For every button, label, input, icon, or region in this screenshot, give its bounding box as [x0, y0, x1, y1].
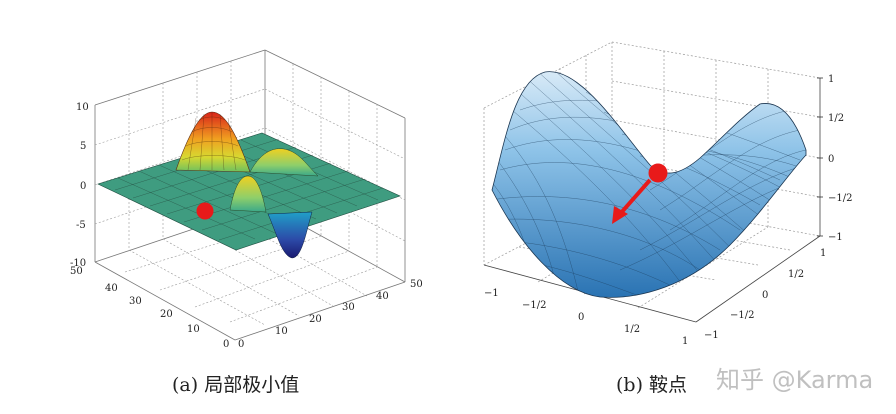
panel-b-z-tick: 0	[828, 154, 834, 165]
panel-b-y-tick: 1/2	[788, 269, 804, 280]
panel-a-caption: (a) 局部极小值	[172, 374, 300, 396]
panel-b-x-tick: −1/2	[522, 300, 546, 311]
panel-b-x-tick: −1	[484, 288, 499, 299]
panel-b-y-tick: 1	[820, 248, 826, 259]
panel-a-surface-ridge	[249, 148, 319, 177]
panel-b-x-tick: 0	[578, 312, 584, 323]
panel-b-y-tick: −1	[704, 330, 719, 341]
panel-b-z-tick: 1	[828, 74, 834, 85]
panel-a-z-tick: 0	[80, 181, 86, 192]
panel-a-x-tick: 40	[376, 291, 389, 302]
panel-a-x-tick: 50	[410, 279, 423, 290]
panel-b-plot: 1 1/2 0 −1/2 −1 −1 −1/2 0 1/2 1 1 1/2 0 …	[483, 41, 852, 347]
panel-b-saddle-marker	[648, 163, 668, 183]
panel-a-y-tick: 10	[187, 324, 200, 335]
panel-a-y-tick: 20	[160, 309, 173, 320]
panel-a-minimum-marker	[196, 202, 214, 220]
panel-a-z-tick: -5	[76, 220, 86, 231]
panel-b-caption: (b) 鞍点	[616, 374, 688, 396]
panel-b-descent-arrow	[612, 178, 652, 224]
panel-b-y-tick: −1/2	[730, 310, 754, 321]
panel-a-surface-hill	[229, 175, 267, 213]
panel-b-x-tick: 1	[682, 336, 688, 347]
panel-b-z-tick: −1/2	[828, 193, 852, 204]
panel-b-z-tick: 1/2	[828, 113, 844, 124]
panel-b-x-tick: 1/2	[624, 324, 640, 335]
watermark: 知乎 @Karma	[716, 366, 874, 394]
panel-b-y-tick: 0	[762, 290, 768, 301]
panel-b-surface-saddle	[491, 71, 807, 298]
panel-a-y-tick: 30	[129, 296, 142, 307]
panel-a-x-tick: 0	[238, 339, 244, 350]
panel-a-surface-peak	[175, 111, 251, 173]
panel-a-y-tick: 50	[70, 266, 83, 277]
panel-a-z-tick: 5	[80, 141, 86, 152]
panel-a-x-tick: 30	[342, 302, 355, 313]
panel-a-x-tick: 20	[309, 314, 322, 325]
panel-a-y-tick: 0	[223, 339, 229, 350]
panel-a-plot: 10 5 0 -5 -10 50 40 30 20 10 0 0 10 20 3…	[70, 49, 423, 350]
panel-a-z-tick: -10	[70, 258, 86, 269]
panel-a-z-tick: 10	[76, 102, 89, 113]
panel-a-x-tick: 10	[275, 326, 288, 337]
panel-a-surface-pit	[267, 211, 313, 259]
panel-a-y-tick: 40	[105, 283, 118, 294]
panel-b-z-tick: −1	[828, 232, 843, 243]
